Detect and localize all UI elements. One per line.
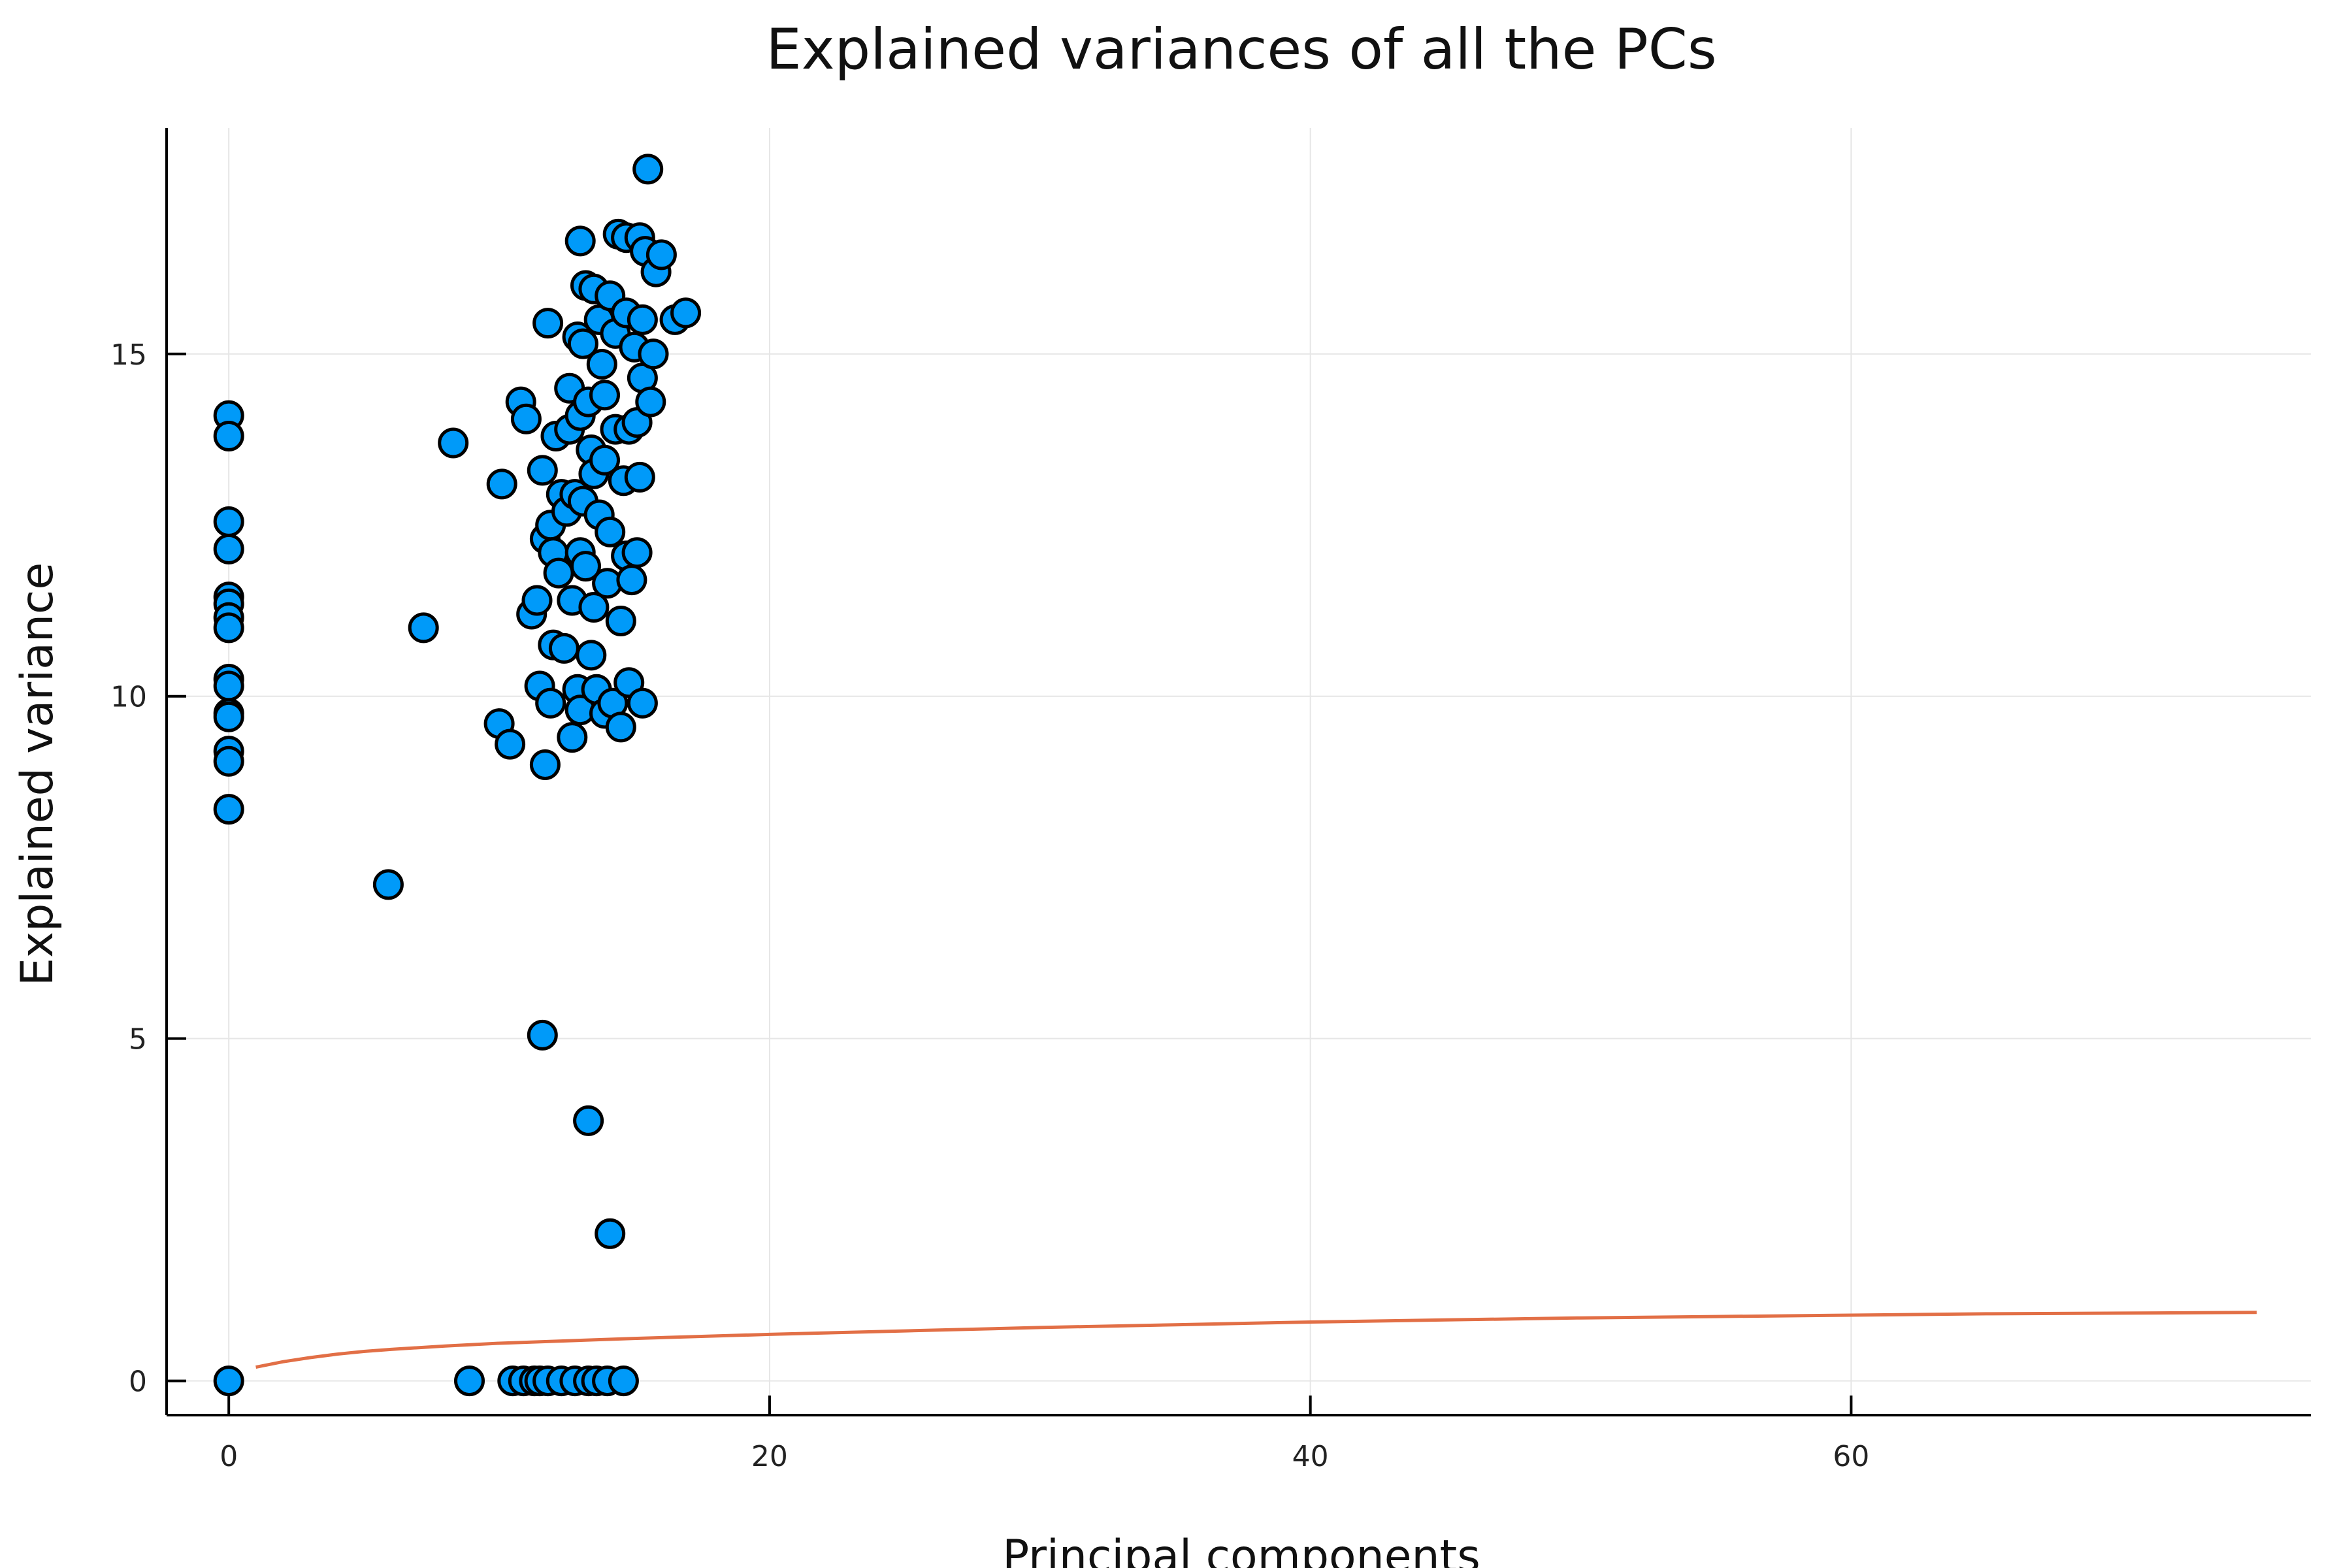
data-point (627, 687, 658, 719)
data-point (213, 745, 244, 777)
axis-layer: 0 20 40 60 0 5 10 15 (110, 128, 2311, 1473)
data-point (624, 461, 655, 493)
data-point (213, 533, 244, 564)
data-point (529, 749, 561, 780)
x-tick-label: 20 (751, 1440, 788, 1473)
data-point (670, 297, 702, 329)
data-point (638, 338, 669, 370)
data-point (627, 304, 658, 335)
data-point (576, 640, 607, 671)
data-point (589, 444, 620, 476)
x-tick-label: 0 (220, 1440, 238, 1473)
data-point (213, 421, 244, 451)
data-point (372, 869, 404, 900)
cumulative-variance-line (255, 1311, 2257, 1369)
data-point (510, 403, 542, 434)
data-point (595, 516, 626, 547)
data-point (645, 239, 677, 270)
data-point (632, 154, 664, 185)
data-point (621, 537, 653, 568)
chart-title: Explained variances of all the PCs (766, 17, 1716, 82)
data-point (595, 1218, 626, 1249)
grid-layer (167, 128, 2311, 1415)
data-point (213, 506, 244, 537)
data-point (567, 328, 598, 359)
data-point (495, 728, 526, 760)
data-point (535, 687, 566, 719)
point-layer (213, 154, 702, 1397)
data-point (573, 1105, 604, 1136)
data-point (213, 794, 244, 825)
x-tick-label: 40 (1292, 1440, 1329, 1473)
data-point (605, 606, 636, 636)
x-axis-title: Principal components (1002, 1531, 1480, 1568)
y-tick-label: 10 (110, 681, 147, 714)
y-tick-label: 0 (129, 1365, 147, 1399)
data-point (521, 585, 553, 616)
data-point (564, 225, 596, 257)
y-tick-label: 15 (110, 338, 147, 372)
data-point (454, 1365, 485, 1397)
data-point (527, 455, 558, 486)
data-point (543, 557, 574, 589)
data-point (213, 670, 244, 702)
data-point (608, 1365, 639, 1397)
data-point (589, 380, 620, 411)
data-point (635, 386, 666, 417)
y-tick-label: 5 (129, 1023, 147, 1056)
data-point (486, 468, 517, 500)
data-point (213, 1365, 244, 1397)
data-point (586, 349, 617, 380)
data-point (527, 1019, 558, 1051)
data-point (438, 427, 469, 459)
data-point (213, 701, 244, 732)
data-point (570, 551, 601, 582)
data-point (578, 592, 610, 623)
line-layer (255, 1311, 2257, 1369)
data-point (557, 722, 588, 753)
data-point (605, 711, 636, 743)
data-point (213, 612, 244, 644)
data-point (548, 632, 580, 664)
data-point (532, 308, 564, 339)
data-point (616, 564, 647, 596)
y-axis-title: Explained variance (12, 563, 63, 986)
x-tick-label: 60 (1833, 1440, 1869, 1473)
data-point (408, 612, 439, 644)
